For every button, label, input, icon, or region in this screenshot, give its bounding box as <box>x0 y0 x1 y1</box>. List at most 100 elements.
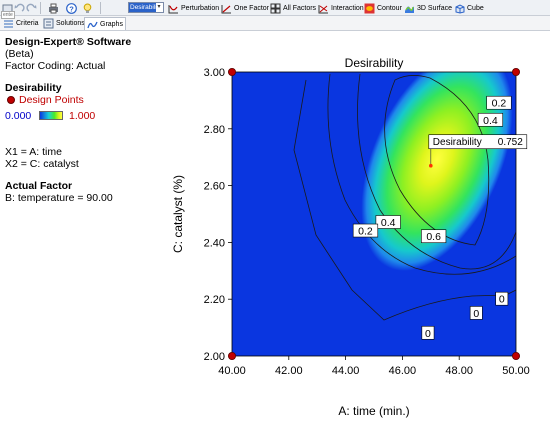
design-point[interactable] <box>512 68 521 77</box>
tab-solutions[interactable]: Solutions <box>41 17 87 30</box>
software-edition: (Beta) <box>5 48 34 60</box>
perturbation-label: Perturbation <box>181 4 220 12</box>
one-factor-label: One Factor <box>234 4 270 12</box>
design-point-legend-icon <box>7 96 15 104</box>
view-tab-bar: Criteria Solutions Graphs <box>0 16 550 31</box>
design-points <box>227 68 521 360</box>
all-factors-icon <box>270 3 281 13</box>
tab-graphs-label: Graphs <box>100 20 123 28</box>
toolbar-separator <box>100 2 101 14</box>
contour-labels: 0.2 0.4 0.6 0.4 0.2 0 0 0 <box>352 95 512 340</box>
optimum-flag-box <box>428 134 528 150</box>
contour-label-box <box>477 112 504 127</box>
all-factors-label: All Factors <box>283 4 317 12</box>
plot-frame <box>231 71 517 357</box>
contour-label: 0.4 <box>381 217 396 229</box>
solutions-icon <box>43 18 54 29</box>
optimum-point[interactable] <box>429 163 433 168</box>
redo-icon[interactable] <box>26 1 39 15</box>
svg-text:?: ? <box>69 4 74 13</box>
contour-label-box <box>486 95 512 110</box>
contour-icon <box>364 3 375 13</box>
axis-ticks: 40.00 42.00 44.00 46.00 48.00 50.00 2.00 2.20 2.… <box>204 67 530 377</box>
toolbar: ? Desirability ▾ Perturbation One Factor… <box>0 0 550 16</box>
y-tick-label: 2.40 <box>204 237 225 249</box>
y-tick-label: 2.20 <box>204 294 225 306</box>
design-point[interactable] <box>512 351 521 360</box>
optimum-flag-label: Desirability <box>433 137 482 148</box>
response-select[interactable]: Desirability ▾ <box>128 2 164 13</box>
perturbation-icon <box>168 4 178 13</box>
factor-coding: Factor Coding: Actual <box>5 60 106 72</box>
interaction-icon <box>318 4 328 13</box>
x2-factor: X2 = C: catalyst <box>5 158 79 170</box>
contour-label: 0.2 <box>492 98 507 110</box>
3d-surface-button[interactable]: 3D Surface <box>404 1 452 15</box>
actual-factor-value: B: temperature = 90.00 <box>5 192 113 204</box>
response-title: Desirability <box>5 82 62 94</box>
graphs-icon <box>87 21 98 28</box>
contour-label: 0 <box>499 294 505 306</box>
y-tick-label: 2.00 <box>204 351 225 363</box>
contour-label: 0 <box>473 308 479 320</box>
tab-criteria-label: Criteria <box>16 20 39 27</box>
contour-line-0 <box>293 79 516 321</box>
contour-label: 0.2 <box>358 226 373 238</box>
toolbar-separator <box>40 2 41 14</box>
software-name: Design-Expert® Software <box>5 36 132 48</box>
legend-max: 1.000 <box>69 110 96 122</box>
help-icon[interactable]: ? <box>66 1 79 15</box>
contour-label-box <box>352 223 379 238</box>
perturbation-button[interactable]: Perturbation <box>168 1 219 15</box>
optimum-flag-value: 0.752 <box>498 137 523 148</box>
x-tick-label: 40.00 <box>218 365 246 377</box>
y-tick-label: 2.80 <box>204 124 225 136</box>
contour-label: Contour <box>377 4 402 12</box>
undo-icon[interactable] <box>14 1 27 15</box>
contour-label-box <box>375 215 401 229</box>
chart-title: Desirability <box>345 56 404 70</box>
cube-label: Cube <box>467 4 484 12</box>
actual-factor-title: Actual Factor <box>5 180 73 192</box>
x-tick-label: 46.00 <box>389 365 417 377</box>
x-tick-label: 48.00 <box>445 365 473 377</box>
contour-button[interactable]: Contour <box>364 1 402 15</box>
y-axis-label: C: catalyst (%) <box>171 175 185 253</box>
y-tick-label: 3.00 <box>204 67 225 79</box>
contour-line-0.4 <box>357 73 516 270</box>
design-point[interactable] <box>227 351 236 360</box>
contour-line-0.6 <box>384 75 490 246</box>
contour-label: 0.6 <box>426 231 441 243</box>
x-tick-label: 44.00 <box>332 365 360 377</box>
tab-criteria[interactable]: Criteria <box>1 17 41 30</box>
cube-icon <box>455 3 465 14</box>
legend-min: 0.000 <box>5 110 32 122</box>
3d-surface-icon <box>405 5 414 13</box>
contour-label-box <box>469 306 483 320</box>
response-select-value: Desirability <box>129 3 156 12</box>
contour-label: 0 <box>425 328 431 340</box>
tab-solutions-label: Solutions <box>56 20 85 27</box>
criteria-icon <box>4 20 13 28</box>
tip-bulb-icon[interactable] <box>82 1 95 15</box>
all-factors-button[interactable]: All Factors <box>270 1 316 15</box>
contour-label-box <box>495 291 509 306</box>
contour-line-0.2 <box>327 73 516 275</box>
tab-graphs[interactable]: Graphs <box>84 17 126 30</box>
y-tick-label: 2.60 <box>204 181 225 193</box>
one-factor-icon <box>221 4 231 13</box>
x-tick-label: 42.00 <box>275 365 303 377</box>
cube-button[interactable]: Cube <box>454 1 484 15</box>
optimum-flag[interactable]: Desirability 0.752 <box>428 134 528 168</box>
design-points-label: Design Points <box>19 94 84 106</box>
contour-label-box <box>421 229 447 244</box>
print-icon[interactable] <box>48 1 61 15</box>
design-point[interactable] <box>227 68 236 77</box>
contour-label-box <box>421 325 435 340</box>
3d-surface-label: 3D Surface <box>417 4 453 12</box>
one-factor-button[interactable]: One Factor <box>221 1 269 15</box>
x-tick-label: 50.00 <box>502 365 530 377</box>
x-axis-label: A: time (min.) <box>338 404 409 418</box>
interaction-button[interactable]: Interaction <box>318 1 364 15</box>
